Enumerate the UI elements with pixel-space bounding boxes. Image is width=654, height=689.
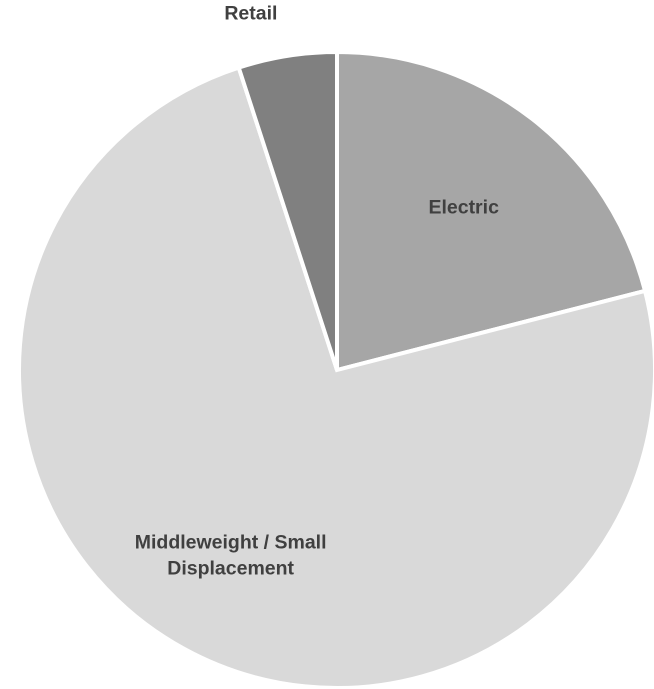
pie-slice-middleweight-small-displacement: [17, 65, 654, 689]
pie-labels: Electric Middleweight / Small Displacement…: [135, 2, 499, 579]
pie-slice-electric: [335, 49, 648, 373]
pie-slice-retail: [236, 49, 339, 371]
pie-label-middleweight-small-displacement: Middleweight / Small Displacement: [135, 532, 327, 580]
pie-label-electric: Electric: [428, 197, 499, 219]
pie-slices: [17, 49, 654, 689]
pie-label-retail: Retail: [224, 2, 277, 24]
